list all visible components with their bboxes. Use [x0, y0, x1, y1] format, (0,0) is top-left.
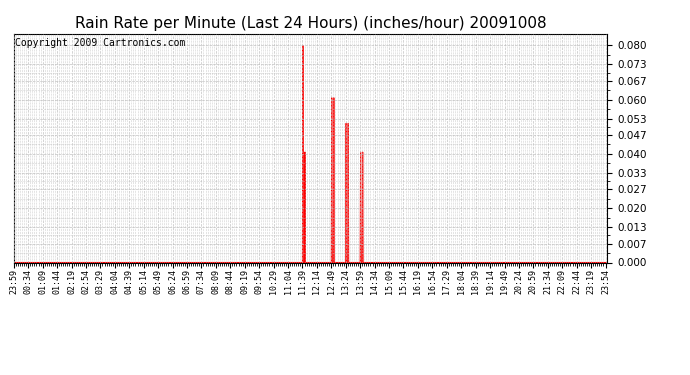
Title: Rain Rate per Minute (Last 24 Hours) (inches/hour) 20091008: Rain Rate per Minute (Last 24 Hours) (in…	[75, 16, 546, 31]
Text: Copyright 2009 Cartronics.com: Copyright 2009 Cartronics.com	[15, 38, 186, 48]
